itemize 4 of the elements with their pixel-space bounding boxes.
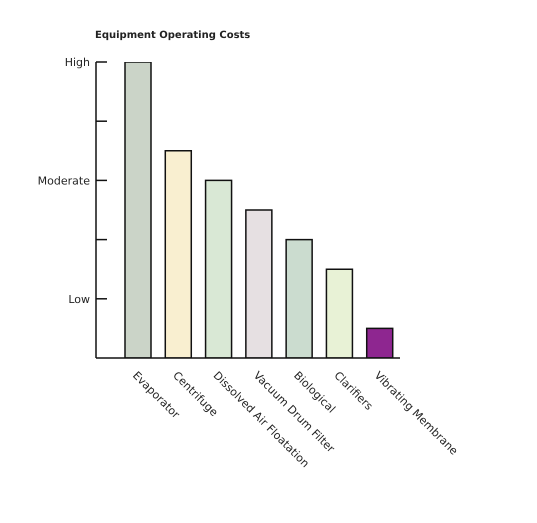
text: Moderate	[38, 174, 90, 188]
chart-title: Equipment Operating Costs	[95, 30, 250, 41]
text: High	[64, 56, 90, 69]
text: Low	[68, 292, 90, 306]
